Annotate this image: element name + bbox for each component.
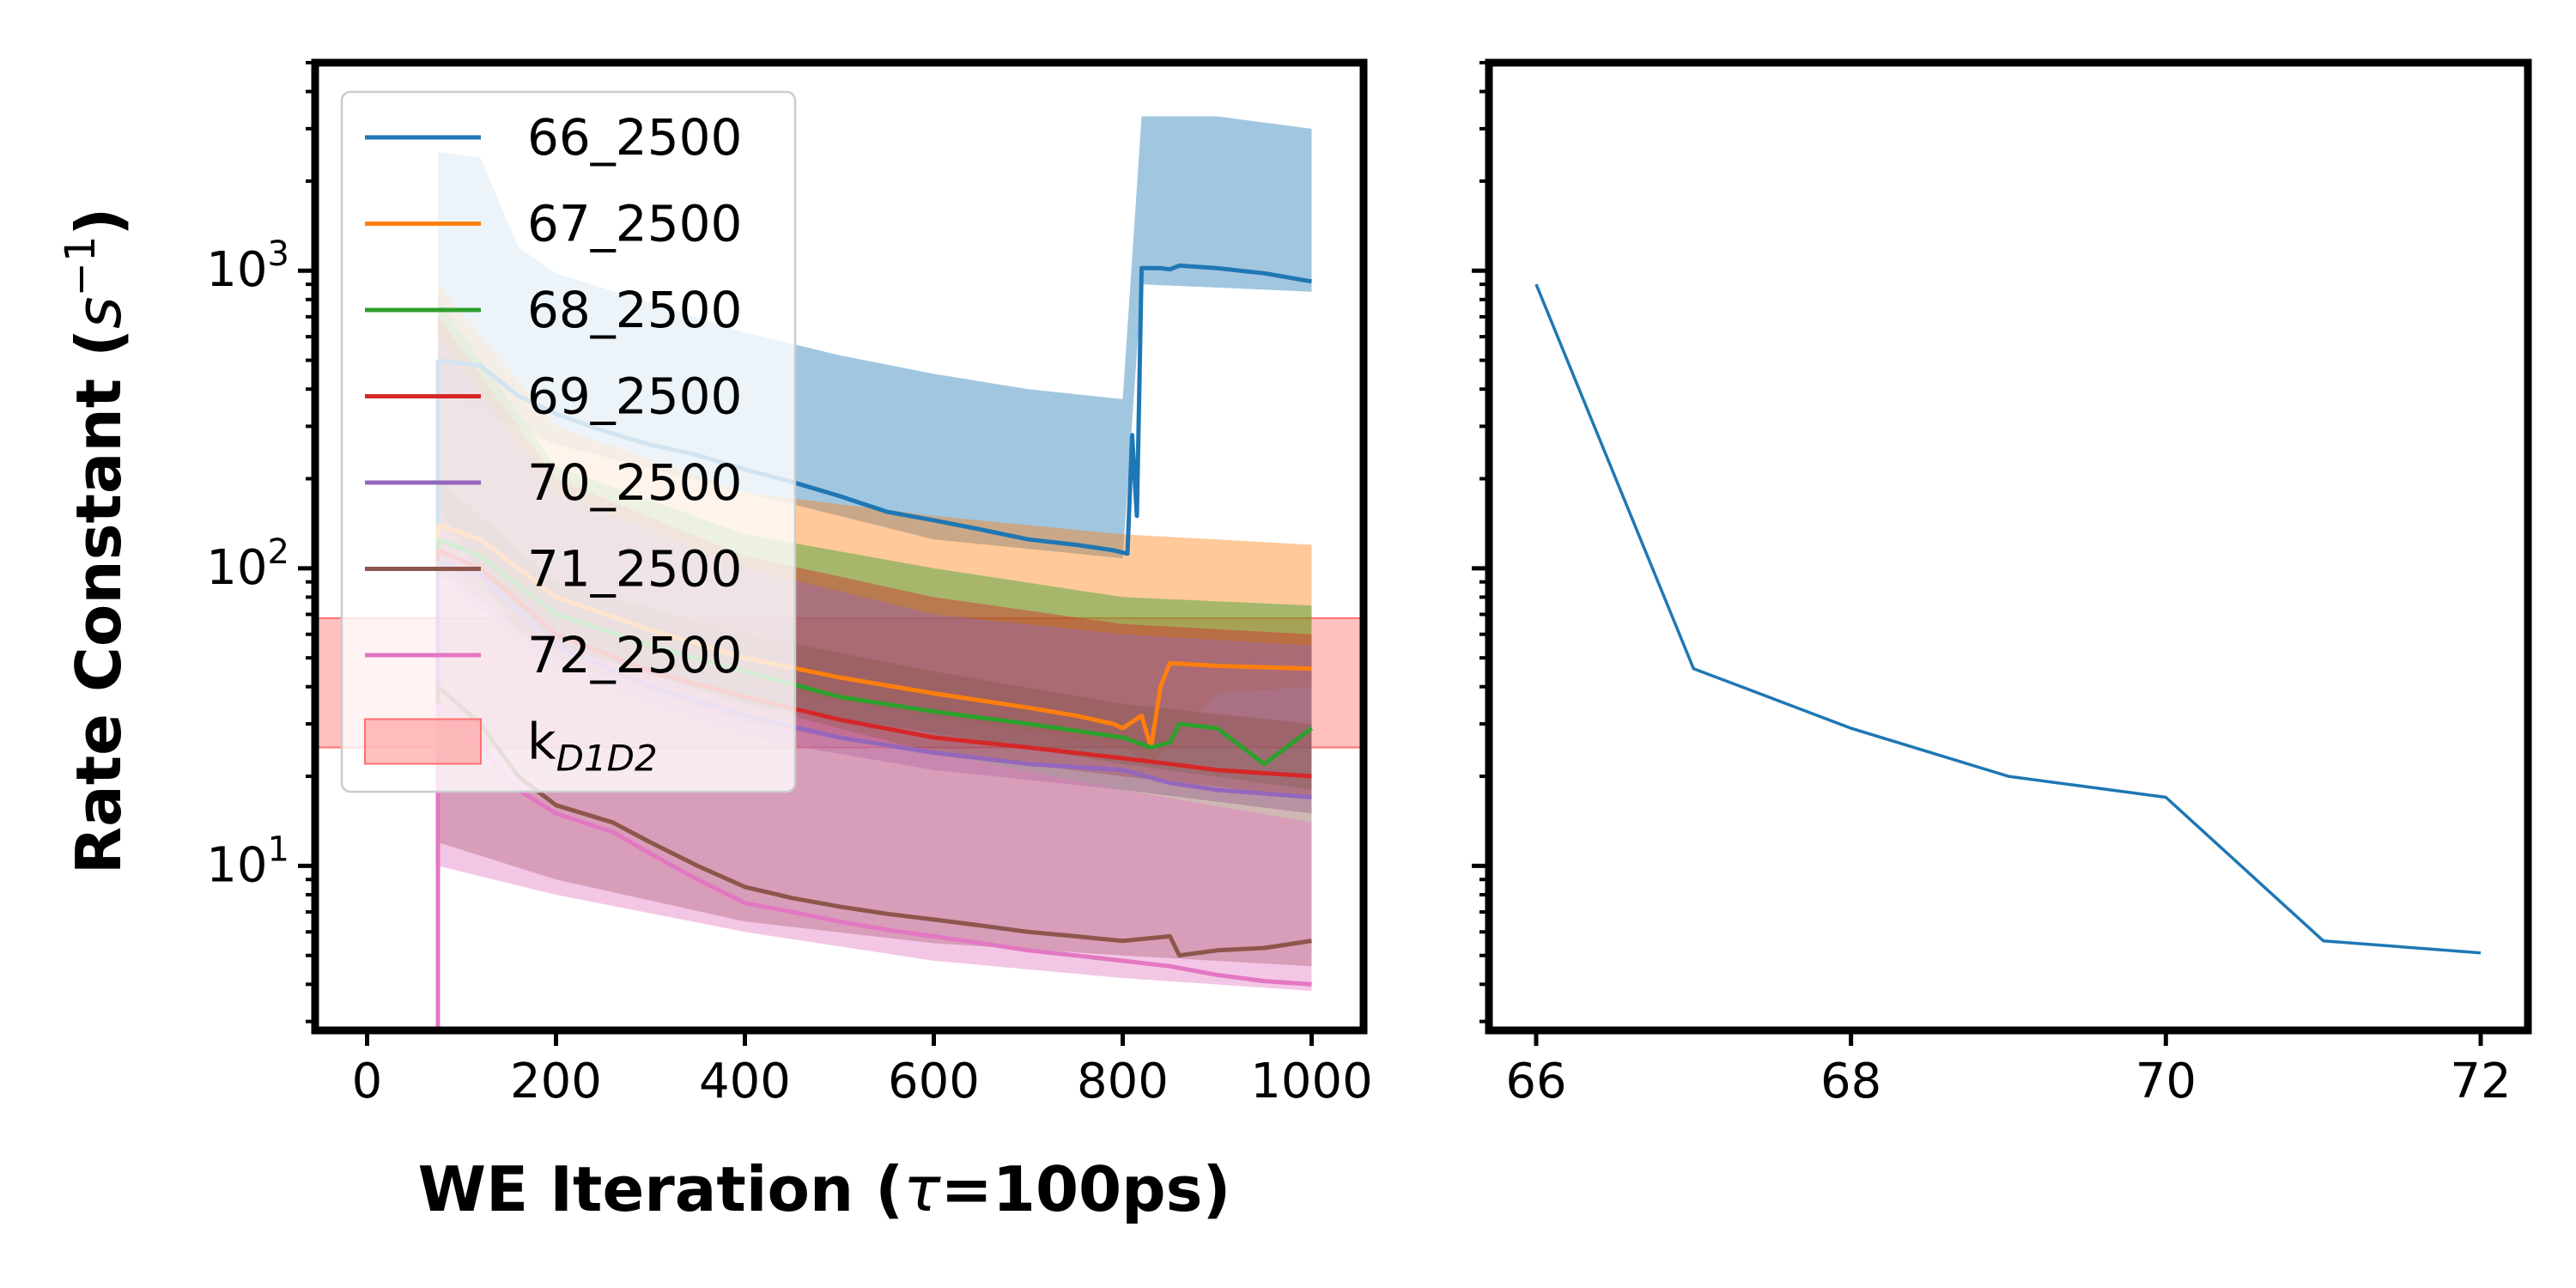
right-series-line-layer	[1534, 283, 2482, 955]
series-72_2500-line	[436, 702, 1312, 987]
legend-frame	[340, 90, 797, 793]
x-tick-label: 200	[510, 1054, 602, 1109]
legend-label-70_2500: 70_2500	[527, 453, 742, 512]
x-tick-label: 0	[352, 1054, 383, 1109]
series-72_2500-confidence-fill	[438, 507, 1312, 991]
right-series-line	[1534, 283, 2482, 955]
y-tick-label: 101	[206, 829, 289, 893]
legend: 66_2500 67_2500 68_2500 69_2500 70_2500 71_25…	[340, 90, 797, 793]
left-subplot: 0 200 400 600 800 1000 101 102 103 66_2500 67_250…	[57, 58, 1373, 1225]
x-tick-label: 400	[699, 1054, 791, 1109]
right-axis-ticks: 66 68 70 72	[1472, 61, 2512, 1109]
right-x-tick-label: 70	[2136, 1054, 2196, 1109]
right-axes-frame	[1485, 58, 2532, 1035]
legend-label-kd1d2: kD1D2	[527, 713, 658, 780]
right-x-tick-label: 72	[2450, 1054, 2511, 1109]
legend-label-71_2500: 71_2500	[527, 540, 742, 598]
legend-label-67_2500: 67_2500	[527, 195, 742, 253]
x-tick-label: 1000	[1250, 1054, 1373, 1109]
legend-label-68_2500: 68_2500	[527, 281, 742, 339]
right-x-tick-label: 68	[1820, 1054, 1881, 1109]
x-axis-label: WE Iteration (τ=100ps)	[418, 1153, 1231, 1225]
legend-swatch-kd1d2	[364, 718, 482, 765]
x-tick-label: 600	[888, 1054, 980, 1109]
legend-label-72_2500: 72_2500	[527, 626, 742, 684]
right-subplot: 66 68 70 72	[1472, 58, 2532, 1109]
x-tick-label: 800	[1077, 1054, 1169, 1109]
left-axis-ticks: 0 200 400 600 800 1000 101 102 103	[206, 61, 1373, 1109]
left-axes-frame	[311, 58, 1368, 1035]
series-71_2500-line	[436, 684, 1312, 958]
y-tick-label: 103	[206, 234, 289, 298]
right-x-tick-label: 66	[1505, 1054, 1566, 1109]
y-tick-label: 102	[206, 532, 289, 596]
y-axis-label: Rate Constant (s−1)	[57, 208, 135, 875]
legend-label-69_2500: 69_2500	[527, 368, 742, 426]
legend-label-66_2500: 66_2500	[527, 108, 742, 167]
